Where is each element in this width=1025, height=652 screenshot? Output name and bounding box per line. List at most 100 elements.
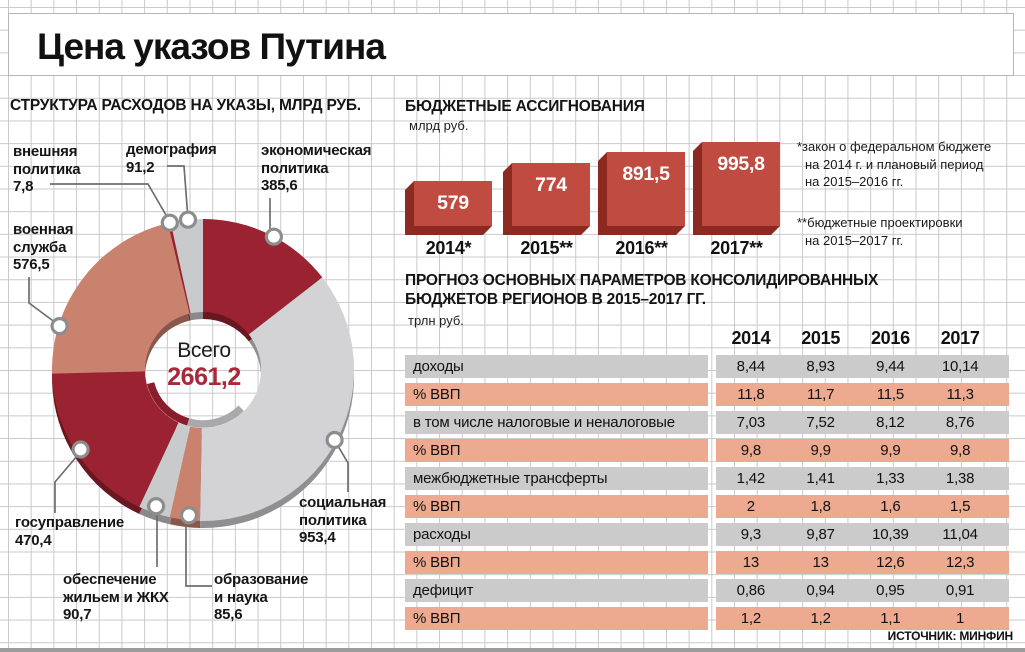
table-cell: 13 [812, 554, 829, 571]
donut-slice-sotsialnaya-politika [200, 277, 355, 522]
table-row: расходы 9,3 9,87 10,39 11,04 [405, 523, 1009, 546]
bar-value-label: 579 [437, 192, 469, 214]
leader-line-sotsialnaya-politika [334, 440, 349, 492]
row-gap [708, 439, 716, 462]
table-cell: 8,76 [945, 414, 975, 431]
table-cell: 9,8 [740, 442, 761, 459]
label-text: госуправление [15, 514, 124, 531]
label-text: демография [126, 141, 217, 158]
donut-label-vneshnyaya-politika: внешняя политика 7,8 [13, 143, 81, 196]
footnote-line: *закон о федеральном бюджете [797, 139, 992, 154]
row-label: % ВВП [405, 551, 708, 574]
row-label: в том числе налоговые и неналоговые [405, 411, 708, 434]
label-text: образование [214, 571, 309, 588]
table-cell: 1,33 [876, 470, 905, 487]
row-label: % ВВП [405, 607, 708, 630]
table-row: в том числе налоговые и неналоговые 7,03 7… [405, 411, 1009, 434]
label-text: социальная [299, 494, 387, 511]
table-cell: 1,2 [740, 610, 761, 627]
bar-value-label: 891,5 [622, 163, 670, 185]
row-label: дефицит [405, 579, 708, 602]
marker-gosupravlenie [71, 440, 90, 459]
label-text: военная [13, 221, 74, 238]
table-cell: 12,6 [876, 554, 905, 571]
label-value: 385,6 [261, 177, 298, 194]
table-cell: 1,42 [736, 470, 766, 487]
leader-line-voennaya-sluzhba [28, 277, 61, 327]
label-text: обеспечение [63, 571, 157, 588]
label-value: 470,4 [15, 531, 52, 549]
table-section-title-line2: БЮДЖЕТОВ РЕГИОНОВ В 2015–2017 ГГ. [405, 291, 706, 308]
table-cell: 1,5 [949, 498, 971, 515]
table-cell: 1,8 [810, 498, 831, 515]
donut-center-total: Всего 2661,2 [128, 339, 280, 392]
table-cell: 9,44 [876, 358, 905, 375]
bar-section-title: БЮДЖЕТНЫЕ АССИГНОВАНИЯ [405, 98, 645, 115]
leader-line-vneshnyaya-politika [50, 183, 171, 223]
table-year-header: 2014 2015 2016 2017 [716, 328, 1009, 349]
footnote-line: на 2015–2016 гг. [805, 174, 904, 189]
bar-unit-label: млрд руб. [409, 118, 469, 133]
table-cell: 12,3 [945, 554, 975, 571]
donut-slice-vneshnyaya-politika [168, 222, 191, 314]
label-text: политика [299, 511, 367, 529]
donut-slice-gosupravlenie [52, 371, 179, 507]
table-cell: 1,41 [806, 470, 835, 487]
table-cell: 0,91 [945, 582, 975, 599]
budget-table: доходы 8,44 8,93 9,44 10,14% ВВП 11,8 11,7 11,5… [405, 355, 1009, 635]
marker-vneshnyaya-politika [160, 213, 179, 232]
marker-demografiya [178, 210, 198, 229]
table-cell: 8,93 [806, 358, 835, 375]
marker-obespechenie-zhilyom-zhkh [147, 497, 166, 516]
year-column-header: 2016 [870, 328, 910, 348]
row-values: 2 1,8 1,6 1,5 [716, 495, 1009, 518]
footnote-line: на 2015–2017 гг. [805, 232, 904, 248]
table-cell: 9,8 [949, 442, 971, 459]
row-values: 9,8 9,9 9,9 9,8 [716, 439, 1009, 462]
year-column-header: 2017 [940, 328, 980, 348]
table-cell: 0,94 [806, 582, 835, 599]
row-gap [708, 495, 716, 518]
table-row: дефицит 0,86 0,94 0,95 0,91 [405, 579, 1009, 602]
row-values: 0,86 0,94 0,95 0,91 [716, 579, 1009, 602]
leader-line-gosupravlenie [54, 448, 84, 513]
label-text: политика [261, 159, 329, 177]
table-cell: 8,44 [736, 358, 766, 375]
footnote-line: **бюджетные проектировки [797, 215, 963, 230]
row-gap [708, 579, 716, 602]
leader-line-demografiya [167, 165, 189, 220]
donut-slice-obrazovanie-i-nauka [169, 426, 202, 521]
donut-total-value: 2661,2 [167, 363, 241, 391]
bar-face [607, 152, 685, 226]
table-row: межбюджетные трансферты 1,42 1,41 1,33 1,38 [405, 467, 1009, 490]
year-column-header: 2015 [801, 328, 841, 348]
label-text: внешняя [13, 143, 78, 160]
title-box: Цена указов Путина [8, 13, 1014, 76]
bar-value-label: 774 [535, 174, 567, 196]
bar-chart: 579 2014* 774 2015** 891,5 2016** 995,8 2017** [400, 95, 810, 265]
bar-category-label: 2015** [520, 238, 573, 258]
row-label: % ВВП [405, 383, 708, 406]
row-gap [708, 607, 716, 630]
table-row: % ВВП 1,2 1,2 1,1 1 [405, 607, 1009, 630]
donut-slice-voennaya-sluzhba [51, 223, 190, 374]
table-cell: 11,7 [806, 386, 835, 403]
label-value: 7,8 [13, 178, 34, 195]
donut-label-demografiya: демография 91,2 [126, 141, 217, 176]
inner-rim-red [146, 382, 190, 426]
label-value: 91,2 [126, 158, 155, 176]
bar-category-label: 2016** [615, 238, 668, 258]
year-column-header: 2014 [731, 328, 771, 348]
table-row: % ВВП 13 13 12,6 12,3 [405, 551, 1009, 574]
donut-label-sotsialnaya-politika: социальная политика 953,4 [299, 494, 386, 547]
bar-2014*: 579 [405, 181, 492, 235]
row-values: 7,03 7,52 8,12 8,76 [716, 411, 1009, 434]
table-row: % ВВП 11,8 11,7 11,5 11,3 [405, 383, 1009, 406]
donut-label-gosupravlenie: госуправление 470,4 [15, 514, 124, 549]
marker-sotsialnaya-politika [325, 430, 344, 450]
row-label: % ВВП [405, 439, 708, 462]
row-label: доходы [405, 355, 708, 378]
table-row: % ВВП 2 1,8 1,6 1,5 [405, 495, 1009, 518]
donut-slice-ekonomicheskaya-politika [203, 219, 323, 335]
